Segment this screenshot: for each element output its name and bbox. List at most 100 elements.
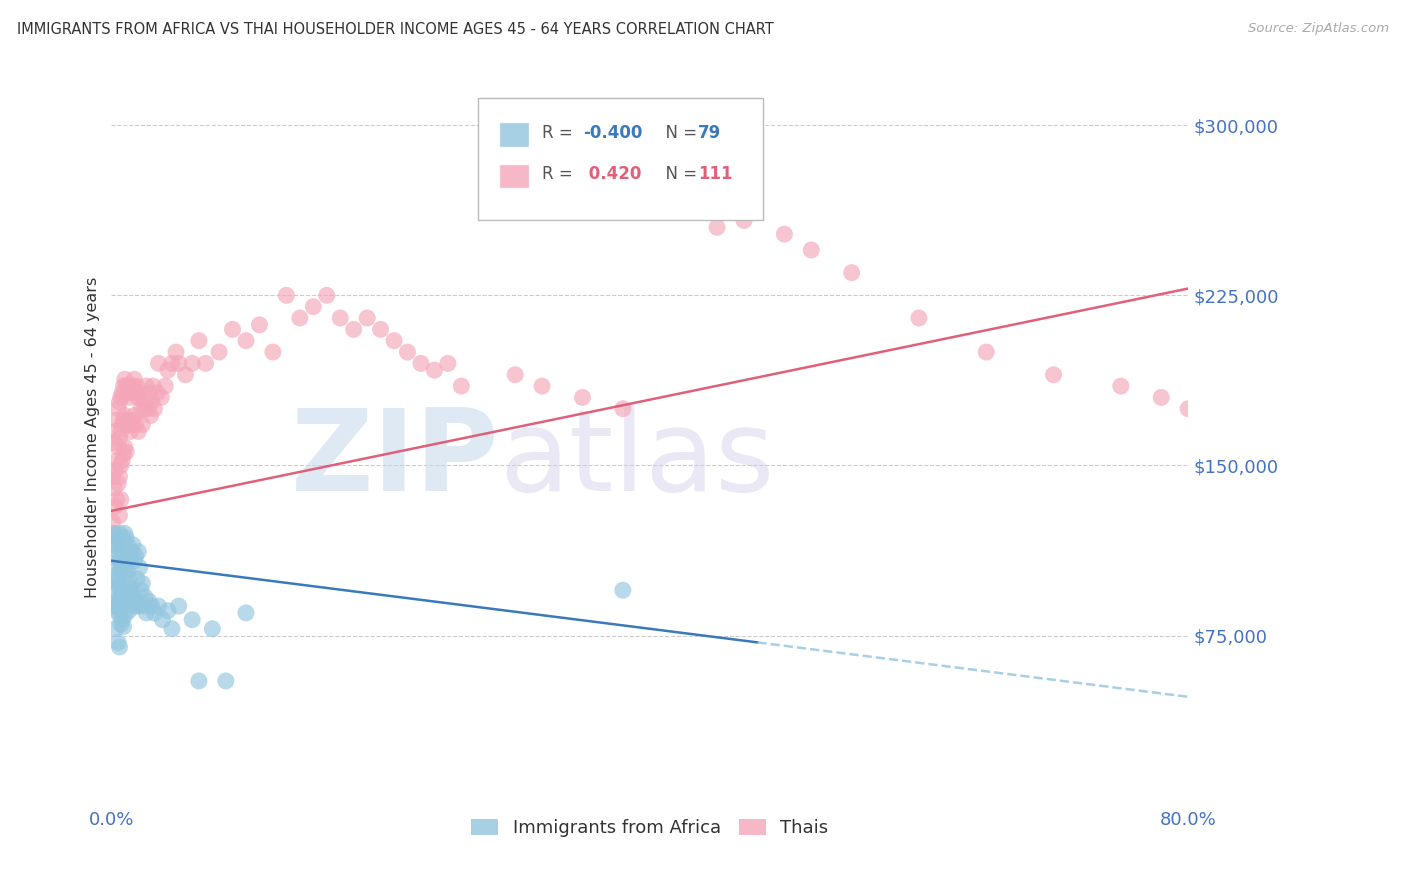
- Text: -0.400: -0.400: [583, 124, 643, 142]
- Text: atlas: atlas: [499, 404, 775, 515]
- Point: [201, 622, 224, 636]
- Point: [138, 385, 160, 400]
- Point: [141, 599, 163, 613]
- Point: [612, 401, 634, 416]
- Point: [194, 356, 217, 370]
- Point: [571, 391, 593, 405]
- Point: [127, 425, 149, 439]
- Point: [108, 581, 131, 595]
- Point: [110, 590, 132, 604]
- Point: [112, 447, 135, 461]
- Point: [612, 583, 634, 598]
- Point: [531, 379, 554, 393]
- Point: [127, 391, 149, 405]
- Point: [115, 413, 138, 427]
- Point: [114, 372, 136, 386]
- Point: [108, 395, 131, 409]
- Text: 111: 111: [699, 165, 733, 183]
- Point: [108, 608, 131, 623]
- Point: [110, 563, 132, 577]
- Point: [112, 619, 135, 633]
- Point: [396, 345, 419, 359]
- Point: [302, 300, 325, 314]
- Point: [104, 500, 127, 514]
- Point: [124, 372, 146, 386]
- Point: [111, 417, 134, 432]
- Point: [134, 395, 156, 409]
- Text: N =: N =: [655, 165, 703, 183]
- Point: [262, 345, 284, 359]
- Point: [841, 266, 863, 280]
- Point: [108, 554, 131, 568]
- Point: [110, 535, 132, 549]
- Point: [122, 538, 145, 552]
- Point: [423, 363, 446, 377]
- Point: [108, 508, 131, 523]
- Point: [131, 576, 153, 591]
- Point: [409, 356, 432, 370]
- Point: [138, 594, 160, 608]
- Point: [249, 318, 271, 332]
- Point: [105, 531, 128, 545]
- Point: [107, 576, 129, 591]
- Point: [125, 572, 148, 586]
- Point: [155, 379, 177, 393]
- Point: [135, 606, 157, 620]
- Point: [156, 363, 179, 377]
- Point: [174, 368, 197, 382]
- Point: [108, 431, 131, 445]
- Point: [115, 445, 138, 459]
- Point: [103, 526, 125, 541]
- Point: [122, 413, 145, 427]
- Point: [276, 288, 298, 302]
- Point: [450, 379, 472, 393]
- Point: [118, 413, 141, 427]
- Point: [141, 395, 163, 409]
- Point: [111, 385, 134, 400]
- Point: [110, 425, 132, 439]
- Point: [108, 526, 131, 541]
- Point: [120, 581, 142, 595]
- Point: [103, 435, 125, 450]
- Point: [124, 385, 146, 400]
- FancyBboxPatch shape: [478, 98, 763, 219]
- Point: [1150, 391, 1173, 405]
- Point: [103, 560, 125, 574]
- Point: [187, 334, 209, 348]
- Text: 0.420: 0.420: [583, 165, 641, 183]
- Point: [124, 594, 146, 608]
- Point: [733, 213, 755, 227]
- Point: [122, 379, 145, 393]
- Point: [111, 454, 134, 468]
- FancyBboxPatch shape: [499, 163, 529, 188]
- Point: [101, 470, 124, 484]
- Point: [156, 604, 179, 618]
- Point: [107, 476, 129, 491]
- Point: [908, 311, 931, 326]
- Point: [665, 197, 688, 211]
- Point: [503, 368, 526, 382]
- Point: [111, 613, 134, 627]
- Point: [120, 391, 142, 405]
- Point: [101, 515, 124, 529]
- Point: [235, 606, 257, 620]
- Point: [121, 585, 143, 599]
- Point: [181, 356, 204, 370]
- Point: [104, 572, 127, 586]
- Point: [107, 604, 129, 618]
- Point: [105, 567, 128, 582]
- Point: [1109, 379, 1132, 393]
- Point: [114, 526, 136, 541]
- Point: [110, 391, 132, 405]
- Point: [104, 538, 127, 552]
- Point: [1042, 368, 1064, 382]
- Point: [382, 334, 405, 348]
- Point: [146, 385, 169, 400]
- Point: [104, 463, 127, 477]
- Point: [148, 356, 170, 370]
- Point: [115, 590, 138, 604]
- Text: N =: N =: [655, 124, 703, 142]
- Point: [110, 492, 132, 507]
- Point: [107, 440, 129, 454]
- Point: [104, 425, 127, 439]
